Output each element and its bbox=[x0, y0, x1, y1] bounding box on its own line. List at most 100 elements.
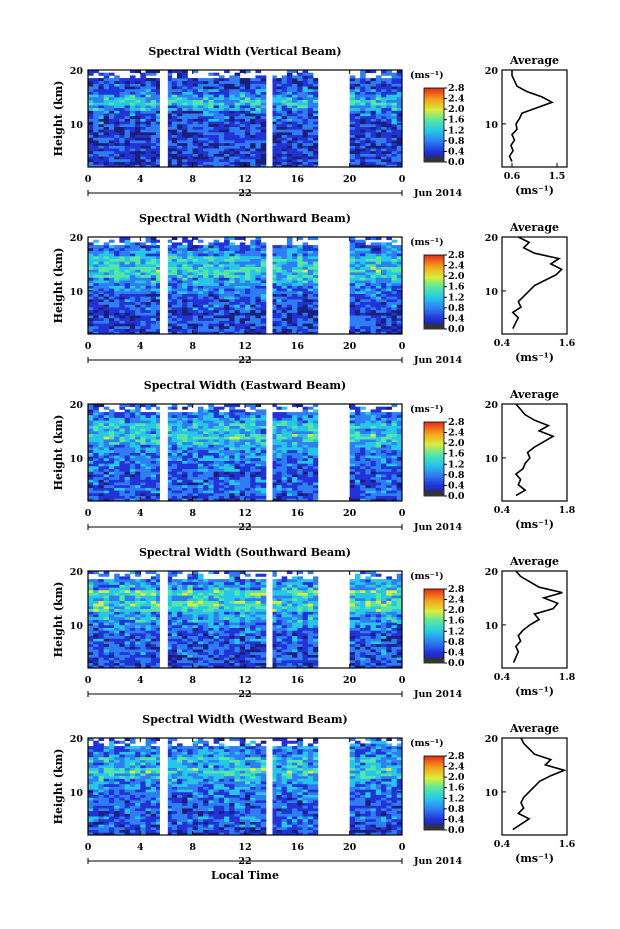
heatmap-cell bbox=[365, 137, 371, 141]
heatmap-cell bbox=[375, 266, 382, 270]
heatmap-cell bbox=[375, 328, 382, 332]
colorbar-tick-label: 2.4 bbox=[448, 261, 465, 272]
heatmap-cell bbox=[182, 414, 188, 418]
heatmap-cell bbox=[260, 441, 267, 445]
heatmap-cell bbox=[381, 137, 387, 141]
heatmap-cell bbox=[354, 317, 361, 321]
heatmap-cell bbox=[213, 266, 220, 270]
heatmap-cell bbox=[145, 126, 152, 130]
heatmap-cell bbox=[208, 492, 214, 497]
heatmap-cell bbox=[229, 102, 235, 106]
heatmap-cell bbox=[313, 245, 319, 249]
heatmap-cell bbox=[271, 105, 277, 109]
heatmap-cell bbox=[292, 137, 298, 141]
heatmap-cell bbox=[93, 312, 99, 316]
heatmap-cell bbox=[108, 328, 115, 332]
heatmap-cell bbox=[224, 282, 230, 286]
heatmap-cell bbox=[135, 455, 141, 459]
heatmap-cell bbox=[365, 161, 371, 165]
heatmap-cell bbox=[140, 161, 146, 165]
heatmap-cell bbox=[108, 72, 115, 76]
heatmap-cell bbox=[250, 239, 256, 243]
heatmap-cell bbox=[375, 80, 382, 84]
heatmap-cell bbox=[124, 118, 131, 122]
heatmap-cell bbox=[224, 86, 230, 90]
heatmap-cell bbox=[218, 474, 225, 478]
heatmap-cell bbox=[365, 113, 371, 117]
heatmap-cell bbox=[255, 449, 262, 453]
heatmap-cell bbox=[370, 282, 377, 286]
heatmap-cell bbox=[208, 430, 214, 435]
heatmap-cell bbox=[213, 255, 220, 259]
heatmap-cell bbox=[381, 245, 387, 249]
heatmap-cell bbox=[360, 113, 366, 117]
heatmap-cell bbox=[391, 137, 398, 141]
heatmap-cell bbox=[250, 242, 256, 246]
heatmap-cell bbox=[375, 78, 382, 82]
heatmap-cell bbox=[108, 129, 115, 133]
heatmap-cell bbox=[375, 301, 382, 305]
heatmap-cell bbox=[396, 134, 403, 138]
heatmap-cell bbox=[229, 465, 235, 470]
heatmap-cell bbox=[386, 288, 392, 292]
heatmap-cell bbox=[171, 474, 178, 478]
heatmap-cell bbox=[229, 471, 235, 475]
heatmap-cell bbox=[370, 78, 377, 82]
heatmap-cell bbox=[171, 96, 178, 101]
heatmap-cell bbox=[135, 430, 141, 435]
heatmap-cell bbox=[124, 83, 131, 87]
heatmap-cell bbox=[140, 140, 146, 144]
heatmap-cell bbox=[255, 436, 262, 440]
heatmap-cell bbox=[229, 75, 235, 79]
heatmap-cell bbox=[108, 148, 115, 152]
heatmap-cell bbox=[349, 285, 356, 289]
heatmap-cell bbox=[150, 323, 157, 327]
heatmap-cell bbox=[381, 320, 387, 324]
heatmap-cell bbox=[140, 113, 146, 117]
heatmap-cell bbox=[129, 495, 136, 499]
heatmap-cell bbox=[370, 320, 377, 324]
heatmap-cell bbox=[103, 288, 110, 292]
heatmap-cell bbox=[208, 307, 214, 311]
heatmap-cell bbox=[234, 315, 241, 319]
heatmap-cell bbox=[276, 158, 283, 163]
heatmap-cell bbox=[166, 298, 173, 303]
heatmap-cell bbox=[286, 452, 293, 456]
heatmap-cell bbox=[245, 433, 251, 437]
heatmap-cell bbox=[349, 118, 356, 122]
heatmap-cell bbox=[365, 317, 371, 321]
heatmap-cell bbox=[307, 323, 314, 327]
heatmap-cell bbox=[98, 420, 105, 424]
heatmap-cell bbox=[197, 290, 204, 294]
heatmap-cell bbox=[229, 325, 235, 330]
heatmap-cell bbox=[129, 492, 136, 497]
heatmap-cell bbox=[292, 495, 298, 499]
heatmap-cell bbox=[203, 417, 209, 421]
heatmap-cell bbox=[208, 131, 214, 136]
heatmap-cell bbox=[313, 113, 319, 117]
heatmap-cell bbox=[354, 296, 361, 300]
heatmap-cell bbox=[245, 476, 251, 480]
heatmap-cell bbox=[281, 118, 288, 122]
heatmap-cell bbox=[135, 290, 141, 294]
heatmap-cell bbox=[197, 414, 204, 418]
heatmap-cell bbox=[386, 245, 392, 249]
heatmap-cell bbox=[140, 301, 146, 305]
heatmap-cell bbox=[140, 468, 146, 472]
heatmap-cell bbox=[297, 261, 303, 265]
heatmap-cell bbox=[176, 253, 183, 257]
heatmap-cell bbox=[108, 444, 115, 448]
heatmap-cell bbox=[213, 131, 220, 136]
heatmap-cell bbox=[129, 468, 136, 472]
heatmap-cell bbox=[218, 430, 225, 435]
heatmap-cell bbox=[192, 482, 199, 486]
heatmap-cell bbox=[129, 110, 136, 114]
heatmap-cell bbox=[124, 417, 131, 421]
heatmap-cell bbox=[208, 447, 214, 451]
heatmap-cell bbox=[250, 99, 256, 103]
heatmap-cell bbox=[239, 145, 246, 149]
heatmap-cell bbox=[197, 86, 204, 90]
heatmap-cell bbox=[203, 304, 209, 308]
heatmap-cell bbox=[145, 96, 152, 101]
heatmap-cell bbox=[145, 495, 152, 499]
